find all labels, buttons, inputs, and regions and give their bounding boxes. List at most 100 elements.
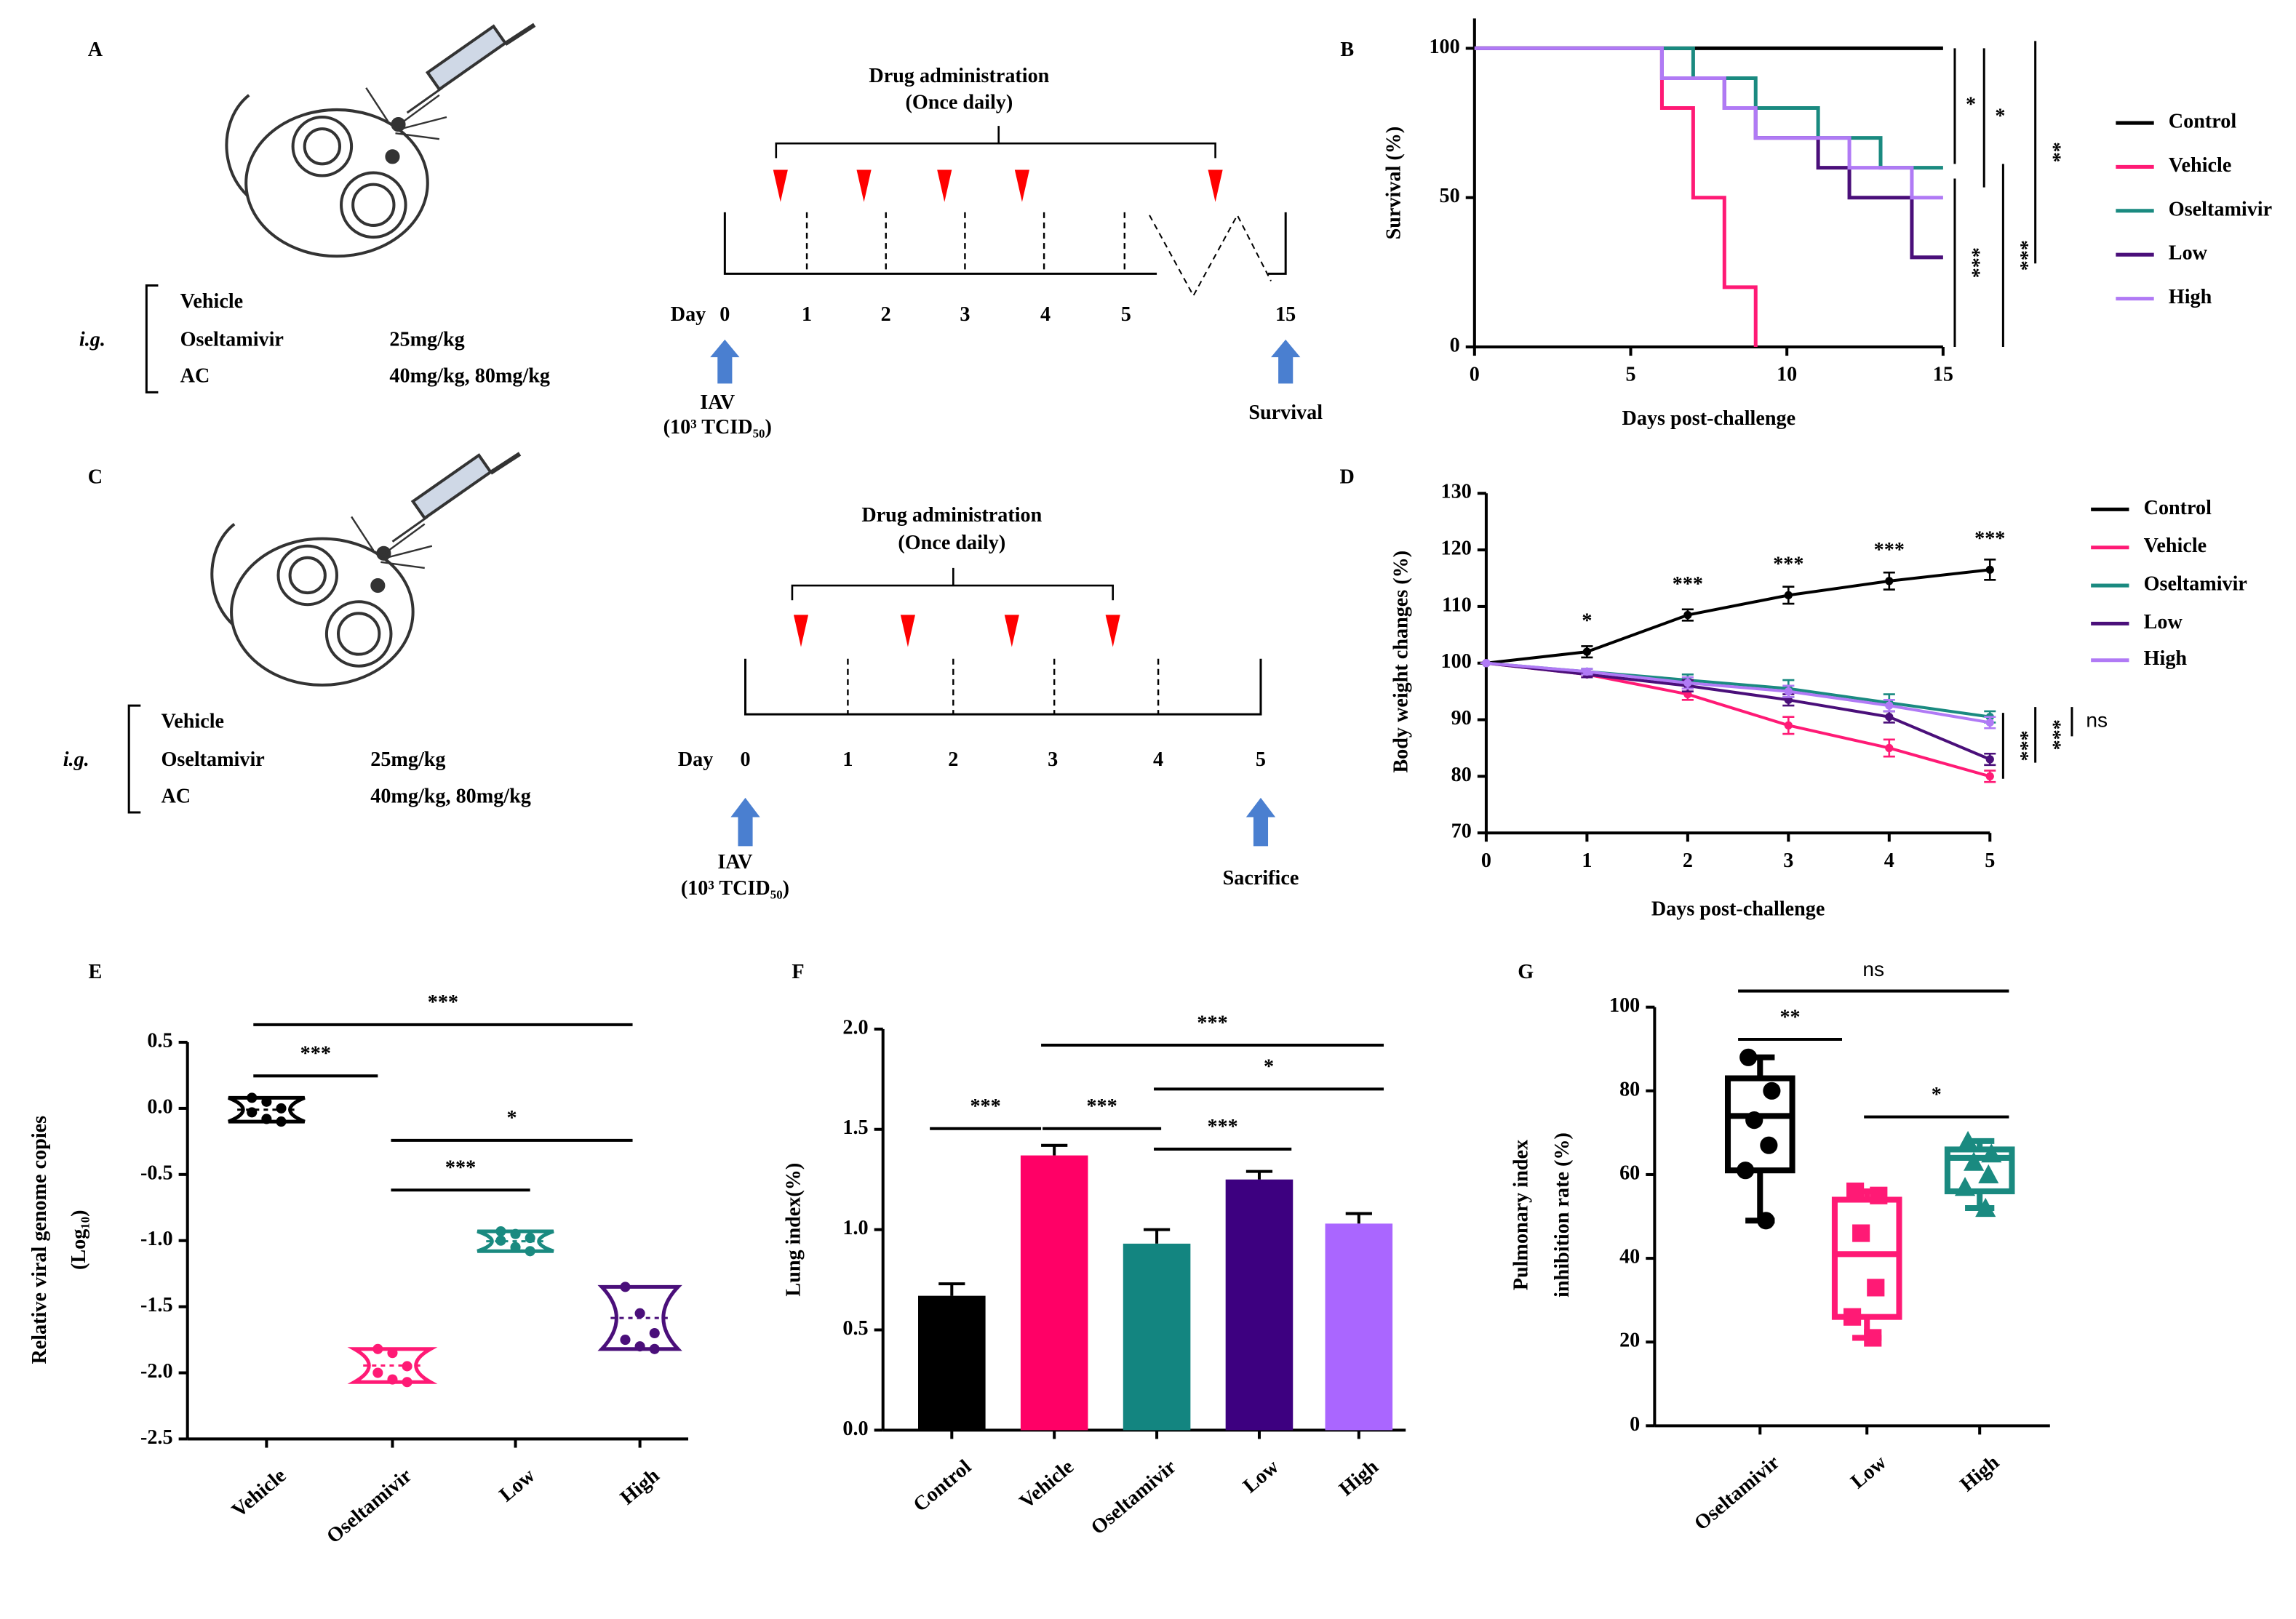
route-label: i.g. xyxy=(63,748,89,771)
mouse-eye xyxy=(385,149,400,164)
significance-label: * xyxy=(1995,105,2005,127)
y-axis-title: Body weight changes (%) xyxy=(1390,551,1413,773)
data-point xyxy=(1978,1164,1999,1184)
legend-label: Low xyxy=(2169,242,2208,265)
panel-label: G xyxy=(1518,961,1534,983)
y-tick-label: 120 xyxy=(1441,537,1472,560)
data-point xyxy=(1784,721,1793,729)
weight-line xyxy=(1486,661,1991,761)
route-label: i.g. xyxy=(79,328,105,351)
significance-label: *** xyxy=(1086,1095,1117,1118)
day-number: 5 xyxy=(1121,303,1131,326)
y-axis-title: inhibition rate (%) xyxy=(1551,1132,1574,1298)
y-tick-label: 1.5 xyxy=(842,1116,868,1139)
data-point xyxy=(634,1341,645,1352)
data-point xyxy=(1885,743,1894,753)
error-bar xyxy=(938,1282,965,1296)
day-number: 0 xyxy=(720,303,730,326)
significance-label: ** xyxy=(1779,1006,1800,1028)
data-point xyxy=(1864,1329,1882,1347)
significance-label: ns xyxy=(2086,708,2108,732)
syringe-plunger xyxy=(503,23,536,46)
data-point xyxy=(1784,591,1793,599)
group-name: Vehicle xyxy=(180,290,244,313)
day-number: 2 xyxy=(948,748,958,771)
panel-label: E xyxy=(89,961,103,983)
event-arrow xyxy=(710,339,740,384)
violin xyxy=(347,1347,438,1384)
syringe-barrel xyxy=(410,453,493,521)
event-arrow xyxy=(1245,797,1276,847)
violin xyxy=(597,1284,682,1351)
group-bracket xyxy=(127,704,141,814)
legend-label: High xyxy=(2169,286,2212,308)
data-point xyxy=(1985,772,1994,781)
mouse-illustration xyxy=(210,452,522,687)
schedule-note: (Once daily) xyxy=(898,532,1005,554)
dose-marker xyxy=(1105,615,1120,647)
mouse-ear xyxy=(288,556,327,595)
schedule-bracket xyxy=(791,567,1115,601)
data-point xyxy=(495,1235,506,1246)
panel-label: C xyxy=(88,466,103,489)
data-point xyxy=(1975,1197,1996,1218)
significance-label: * xyxy=(1264,1056,1274,1079)
panel-label: A xyxy=(88,39,103,61)
data-point xyxy=(1852,1224,1870,1242)
data-point xyxy=(1870,1186,1888,1204)
x-tick-label: Oseltamivir xyxy=(322,1464,416,1548)
dose-marker xyxy=(1004,615,1019,647)
day-number: 5 xyxy=(1256,748,1266,771)
data-point xyxy=(510,1242,521,1252)
significance-label: *** xyxy=(2041,719,2064,750)
weight-line xyxy=(1486,661,1990,778)
data-point xyxy=(1763,1082,1781,1100)
dose-marker xyxy=(937,169,952,202)
legend-label: Oseltamivir xyxy=(2144,573,2247,596)
schedule-title: Drug administration xyxy=(869,65,1049,87)
x-tick-label: 0 xyxy=(1470,364,1480,386)
data-point xyxy=(525,1233,535,1244)
legend-label: Vehicle xyxy=(2144,535,2207,557)
data-point xyxy=(1757,1212,1775,1230)
significance-label: * xyxy=(1932,1084,1942,1106)
infection-label: IAV xyxy=(700,391,736,414)
day-number: 3 xyxy=(1048,748,1058,771)
data-point xyxy=(372,1343,383,1354)
day-number: 4 xyxy=(1040,303,1051,326)
infection-dose: (10³ TCID₅₀) xyxy=(663,416,772,439)
data-point xyxy=(247,1092,258,1103)
y-tick-label: -0.5 xyxy=(140,1162,173,1184)
group-name: Oseltamivir xyxy=(161,748,264,771)
significance-label: * xyxy=(506,1107,517,1130)
significance-label: ** xyxy=(2041,142,2064,162)
data-point xyxy=(276,1116,287,1127)
panel-label: F xyxy=(792,961,804,983)
significance-label: *** xyxy=(1874,539,1905,561)
significance-label: *** xyxy=(1208,1116,1238,1138)
y-tick-label: 40 xyxy=(1619,1246,1640,1268)
significance-label: *** xyxy=(300,1043,331,1066)
dose-text: 25mg/kg xyxy=(370,748,445,771)
timeline xyxy=(723,212,1287,275)
y-tick-label: 20 xyxy=(1619,1330,1640,1352)
dose-marker xyxy=(773,169,788,202)
data-point xyxy=(1867,1279,1885,1297)
legend-label: Control xyxy=(2169,111,2237,133)
survival-line xyxy=(1474,46,1943,170)
x-tick-label: High xyxy=(1335,1455,1383,1500)
y-tick-label: 50 xyxy=(1440,185,1460,207)
data-point xyxy=(1737,1162,1755,1180)
data-point xyxy=(402,1361,412,1372)
data-point xyxy=(1885,713,1894,721)
y-tick-label: 0 xyxy=(1450,334,1460,356)
event-arrow xyxy=(1271,339,1301,384)
error-bar xyxy=(1345,1212,1372,1224)
data-point xyxy=(1482,659,1491,668)
y-tick-label: 0.0 xyxy=(842,1418,868,1440)
significance-label: *** xyxy=(1961,247,1984,278)
y-tick-label: 130 xyxy=(1441,481,1472,503)
x-tick-label: Control xyxy=(909,1455,976,1516)
data-point xyxy=(1760,1136,1778,1154)
